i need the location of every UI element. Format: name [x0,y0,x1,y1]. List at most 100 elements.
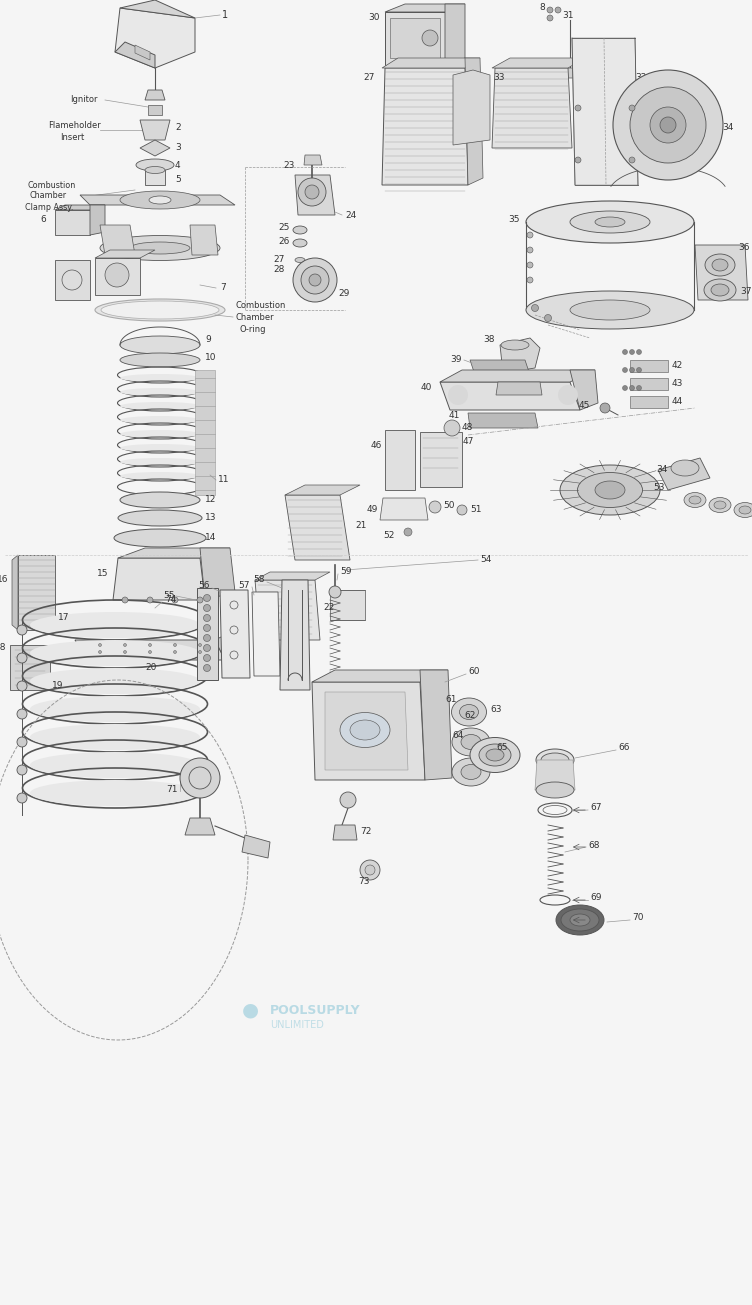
Ellipse shape [100,235,220,261]
Ellipse shape [595,217,625,227]
Text: 12: 12 [205,496,217,505]
Polygon shape [572,38,638,185]
Text: 44: 44 [672,398,684,406]
Ellipse shape [120,431,200,438]
Polygon shape [630,360,668,372]
Circle shape [629,157,635,163]
Ellipse shape [705,254,735,275]
Ellipse shape [30,668,200,694]
Polygon shape [145,90,165,100]
Ellipse shape [712,258,728,271]
Polygon shape [330,590,365,620]
Circle shape [180,758,220,797]
Ellipse shape [120,388,200,395]
Text: 68: 68 [588,840,599,850]
Circle shape [204,625,211,632]
Ellipse shape [684,492,706,508]
Text: 61: 61 [445,696,456,705]
Text: 60: 60 [468,667,480,676]
Circle shape [629,350,635,355]
Text: 45: 45 [578,401,590,410]
Circle shape [174,650,177,654]
Ellipse shape [95,299,225,321]
Polygon shape [535,760,575,790]
Circle shape [105,264,129,287]
Polygon shape [492,57,585,68]
Polygon shape [695,245,748,300]
Polygon shape [470,360,530,375]
Polygon shape [252,592,280,676]
Ellipse shape [114,529,206,547]
Ellipse shape [711,284,729,296]
Polygon shape [325,692,408,770]
Ellipse shape [470,737,520,773]
Circle shape [623,368,627,372]
Polygon shape [80,194,235,205]
Text: 19: 19 [52,680,63,689]
Polygon shape [185,818,215,835]
Circle shape [147,596,153,603]
Text: 6: 6 [40,215,46,224]
Text: 40: 40 [420,384,432,393]
Ellipse shape [293,226,307,234]
Circle shape [172,596,178,603]
Circle shape [650,107,686,144]
Polygon shape [255,572,330,579]
Text: ●: ● [241,1001,259,1019]
Polygon shape [12,555,18,630]
Text: 29: 29 [338,288,350,298]
Polygon shape [570,371,598,410]
Ellipse shape [340,713,390,748]
Text: 27: 27 [364,73,375,82]
Polygon shape [200,548,235,600]
Polygon shape [557,68,583,78]
Circle shape [298,177,326,206]
Polygon shape [255,579,320,639]
Ellipse shape [556,904,604,934]
Text: 2: 2 [175,124,180,133]
Polygon shape [100,224,135,254]
Text: 7: 7 [220,283,226,292]
Text: 71: 71 [166,786,178,795]
Ellipse shape [101,301,219,318]
Ellipse shape [536,749,574,771]
Polygon shape [10,645,50,690]
Circle shape [148,650,151,654]
Text: 37: 37 [740,287,751,296]
Text: POOLSUPPLY: POOLSUPPLY [270,1004,361,1017]
Polygon shape [75,639,225,660]
Ellipse shape [120,191,200,209]
Ellipse shape [452,758,490,786]
Circle shape [527,232,533,238]
Text: Clamp Assy.: Clamp Assy. [25,202,74,211]
Text: 51: 51 [470,505,481,514]
Circle shape [122,596,128,603]
Circle shape [613,70,723,180]
Ellipse shape [120,472,200,480]
Circle shape [204,655,211,662]
Text: 47: 47 [463,437,475,446]
Text: 39: 39 [450,355,462,364]
Text: 49: 49 [367,505,378,514]
Text: 74: 74 [165,595,177,604]
Ellipse shape [541,753,569,767]
Polygon shape [500,338,540,373]
Circle shape [197,596,203,603]
Circle shape [623,385,627,390]
Text: 72: 72 [360,827,371,837]
Ellipse shape [570,300,650,320]
Ellipse shape [459,705,478,719]
Circle shape [17,652,27,663]
Circle shape [527,262,533,268]
Text: 41: 41 [449,411,460,419]
Text: 34: 34 [656,466,668,475]
Circle shape [636,350,641,355]
Ellipse shape [739,506,751,514]
Text: 30: 30 [368,13,380,22]
Ellipse shape [578,472,642,508]
Text: 52: 52 [384,531,395,539]
Text: O-ring: O-ring [240,325,266,334]
Polygon shape [113,559,205,600]
Ellipse shape [689,496,701,504]
Ellipse shape [536,782,574,797]
